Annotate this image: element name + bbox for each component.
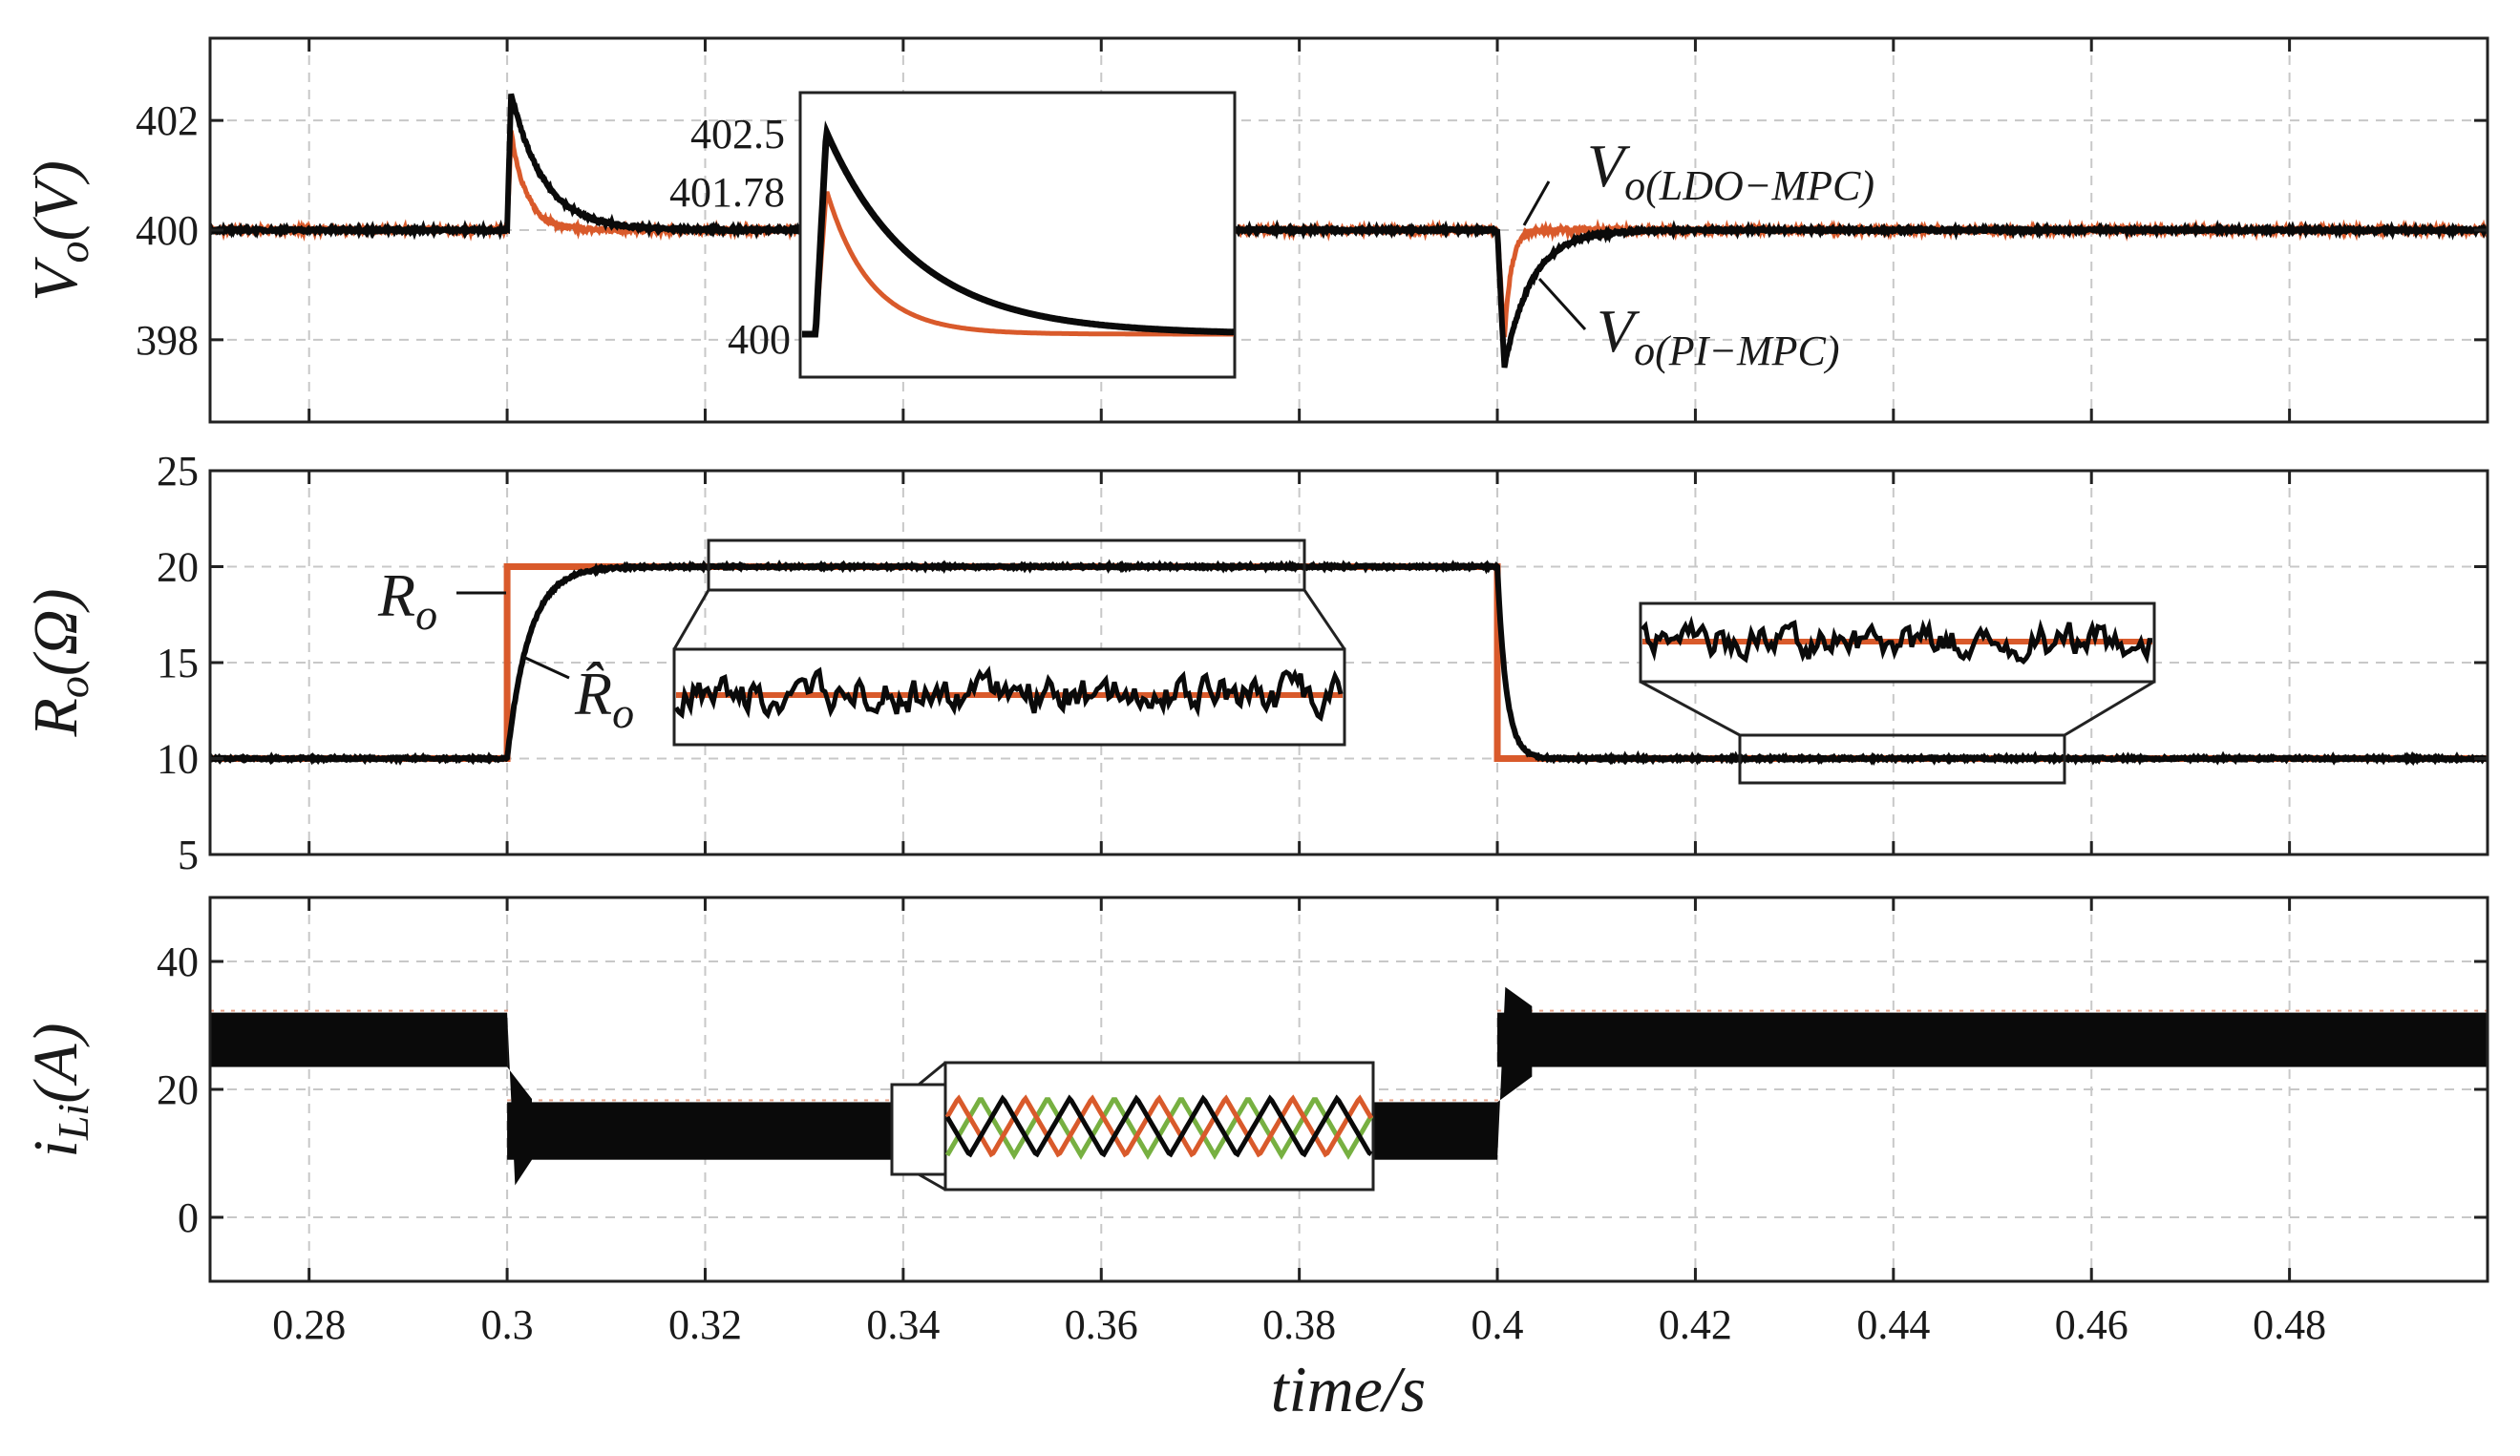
panel-top: 398 400 402 402.5 401.78 400 Vo(LDO−MPC) V… (21, 36, 2489, 424)
inset-series-ldo-mpc (802, 191, 1234, 337)
y-tick-label: 20 (157, 544, 199, 591)
x-tick-label: 0.4 (1472, 1301, 1524, 1348)
transient-step-up (1497, 986, 1533, 1160)
ticks-top: 398 400 402 (136, 38, 2488, 422)
y-tick-label: 10 (157, 736, 199, 783)
x-tick-label: 0.32 (668, 1301, 742, 1348)
current-band (210, 1012, 508, 1067)
inset-series-pi-mpc (802, 120, 1234, 338)
current-band (1497, 1012, 2488, 1067)
ticks-bottom: 0.28 0.3 0.32 0.34 0.36 0.38 0.4 0.42 0.44 0.46 0.… (157, 897, 2488, 1348)
xlabel: time/s (1271, 1353, 1426, 1425)
x-tick-label: 0.38 (1262, 1301, 1336, 1348)
y-tick-label: 0 (178, 1194, 199, 1241)
ylabel-bottom: iLi(A) (21, 1023, 97, 1158)
x-tick-label: 0.46 (2055, 1301, 2128, 1348)
x-tick-label: 0.36 (1065, 1301, 1138, 1348)
ylabel-top: Vo(V) (21, 160, 97, 302)
phase-current-3 (944, 1094, 1373, 1158)
inset-ro-1 (672, 538, 1346, 747)
x-tick-label: 0.28 (272, 1301, 346, 1348)
y-tick-label: 400 (136, 207, 199, 254)
series-ro-hat (210, 559, 2488, 767)
phase-current-2 (944, 1094, 1374, 1158)
ticks-middle: 5 10 15 20 25 (157, 448, 2488, 878)
x-tick-label: 0.48 (2253, 1301, 2326, 1348)
x-tick-label: 0.44 (1856, 1301, 1930, 1348)
leader-pi (1537, 277, 1587, 331)
inset-ro-2 (1639, 601, 2156, 785)
inset-vo: 402.5 401.78 400 (669, 91, 1237, 379)
x-tick-label: 0.3 (481, 1301, 534, 1348)
leader-ldo (1522, 180, 1551, 226)
panel-middle: 5 10 15 20 25 Ro R̂o Ro(Ω) (21, 448, 2489, 878)
inset-tick-402-5: 402.5 (690, 111, 785, 158)
inset-phase-currents (944, 1094, 1374, 1160)
y-tick-label: 402 (136, 97, 199, 144)
inset-il (890, 1061, 1375, 1192)
y-tick-label: 20 (157, 1066, 199, 1113)
inset-tick-401-78: 401.78 (669, 169, 785, 216)
x-tick-label: 0.42 (1659, 1301, 1732, 1348)
x-tick-label: 0.34 (866, 1301, 940, 1348)
label-ro-hat: R̂o (574, 660, 634, 737)
transient-step-down (507, 1012, 533, 1186)
y-tick-label: 15 (157, 640, 199, 686)
inset-tick-400: 400 (728, 316, 791, 363)
ylabel-middle: Ro(Ω) (21, 588, 97, 737)
label-ro: Ro (377, 561, 437, 639)
leader-ro-hat (522, 655, 570, 680)
label-vo-ldo: Vo(LDO−MPC) (1587, 132, 1874, 209)
y-tick-label: 398 (136, 317, 199, 364)
y-tick-label: 5 (178, 832, 199, 878)
inset1-series-ro-hat (673, 665, 1344, 723)
y-tick-label: 40 (157, 939, 199, 985)
y-tick-label: 25 (157, 448, 199, 495)
series-vo-pi-mpc (210, 93, 2488, 369)
inset2-series-ro-hat (1641, 615, 2153, 665)
label-vo-pi: Vo(PI−MPC) (1597, 297, 1840, 374)
panel-bottom: 0.28 0.3 0.32 0.34 0.36 0.38 0.4 0.42 0.44 0.46 0.… (21, 896, 2489, 1425)
